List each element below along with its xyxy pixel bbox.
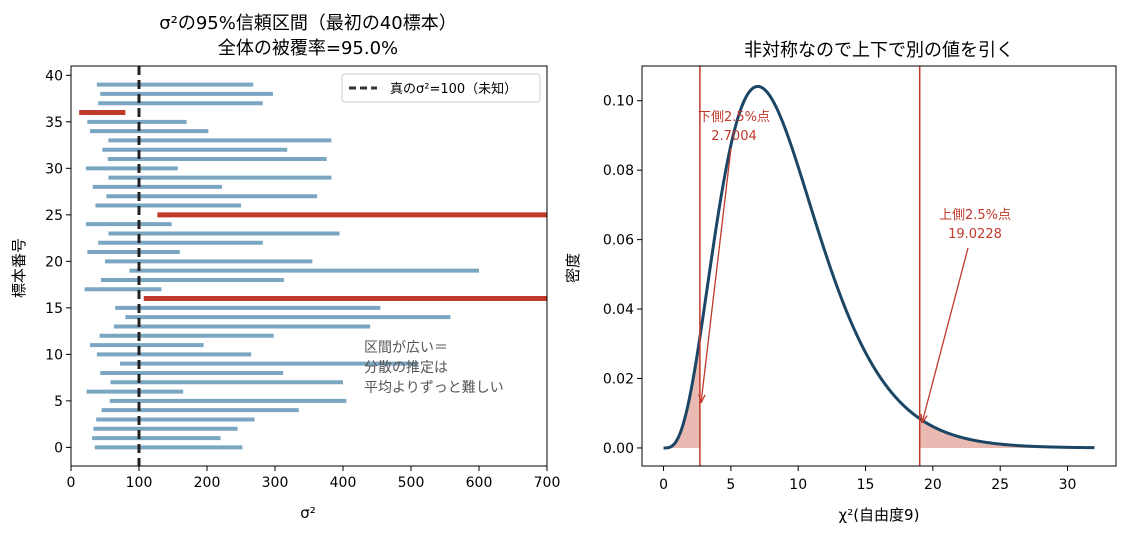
- upper-tail-area: [919, 418, 1095, 448]
- x-tick-label: 15: [857, 477, 875, 493]
- left-annotation: 区間が広い＝ 分散の推定は 平均よりずっと難しい: [364, 340, 504, 396]
- y-tick-label: 20: [45, 254, 63, 270]
- lower-tail-area: [663, 337, 700, 448]
- left-title-line1: σ²の95%信頼区間（最初の40標本）: [159, 13, 457, 34]
- y-tick-label: 5: [54, 394, 63, 410]
- y-tick-label: 25: [45, 208, 63, 224]
- left-legend: 真のσ²=100（未知）: [341, 73, 541, 103]
- upper-quantile-value: 19.0228: [948, 227, 1002, 242]
- legend-box: [341, 73, 541, 103]
- x-tick-label: 5: [726, 477, 735, 493]
- y-tick-label: 0.08: [603, 163, 634, 179]
- right-x-axis-label: χ²(自由度9): [839, 506, 920, 524]
- x-tick-label: 0: [659, 477, 668, 493]
- y-tick-label: 35: [45, 115, 63, 131]
- x-tick-label: 20: [924, 477, 942, 493]
- upper-quantile-arrow: [921, 247, 969, 424]
- left-x-axis-label: σ²: [300, 504, 316, 522]
- y-tick-label: 30: [45, 161, 63, 177]
- y-tick-label: 0.10: [603, 94, 634, 110]
- y-tick-label: 0.06: [603, 233, 634, 249]
- upper-quantile-label: 上側2.5%点: [939, 208, 1011, 223]
- lower-quantile-arrow-head: [698, 394, 706, 404]
- x-tick-label: 0: [67, 475, 76, 491]
- x-tick-label: 400: [330, 475, 357, 491]
- left-intervals: [79, 66, 547, 466]
- y-tick-label: 0.00: [603, 441, 634, 457]
- x-tick-label: 100: [126, 475, 153, 491]
- left-title-line2: 全体の被覆率=95.0%: [218, 38, 398, 59]
- x-tick-label: 25: [991, 477, 1009, 493]
- x-tick-label: 500: [398, 475, 425, 491]
- annotation-line-2: 分散の推定は: [364, 360, 448, 376]
- x-tick-label: 200: [194, 475, 221, 491]
- y-tick-label: 40: [45, 68, 63, 84]
- y-tick-label: 10: [45, 347, 63, 363]
- upper-quantile-annotation: 上側2.5%点 19.0228: [939, 208, 1011, 242]
- right-title: 非対称なので上下で別の値を引く: [744, 40, 1014, 61]
- lower-quantile-arrow: [700, 147, 732, 404]
- annotation-line-1: 区間が広い＝: [364, 340, 448, 356]
- lower-quantile-annotation: 下側2.5%点 2.7004: [698, 110, 770, 144]
- annotation-line-3: 平均よりずっと難しい: [364, 380, 504, 396]
- lower-quantile-value: 2.7004: [711, 129, 757, 144]
- x-tick-label: 30: [1059, 477, 1077, 493]
- x-tick-label: 10: [789, 477, 807, 493]
- x-tick-label: 700: [534, 475, 561, 491]
- lower-quantile-label: 下側2.5%点: [698, 110, 770, 125]
- y-tick-label: 0: [54, 440, 63, 456]
- left-plot-frame: [70, 65, 548, 467]
- right-chart: 非対称なので上下で別の値を引く 0 5 10 15 20 25 30 0.00 0.02 0.04…: [564, 40, 1117, 524]
- chi-square-density-line: [663, 84, 1095, 450]
- right-y-axis-label: 密度: [564, 253, 582, 283]
- right-plot-frame: [641, 65, 1117, 467]
- x-tick-label: 300: [262, 475, 289, 491]
- upper-quantile-arrow-head: [920, 413, 928, 424]
- left-y-axis-label: 標本番号: [10, 238, 28, 298]
- y-tick-label: 15: [45, 301, 63, 317]
- y-tick-label: 0.04: [603, 302, 634, 318]
- left-chart: σ²の95%信頼区間（最初の40標本） 全体の被覆率=95.0% 0 100 200…: [10, 13, 561, 522]
- legend-label: 真のσ²=100（未知）: [390, 81, 517, 97]
- x-tick-label: 600: [466, 475, 493, 491]
- y-tick-label: 0.02: [603, 372, 634, 388]
